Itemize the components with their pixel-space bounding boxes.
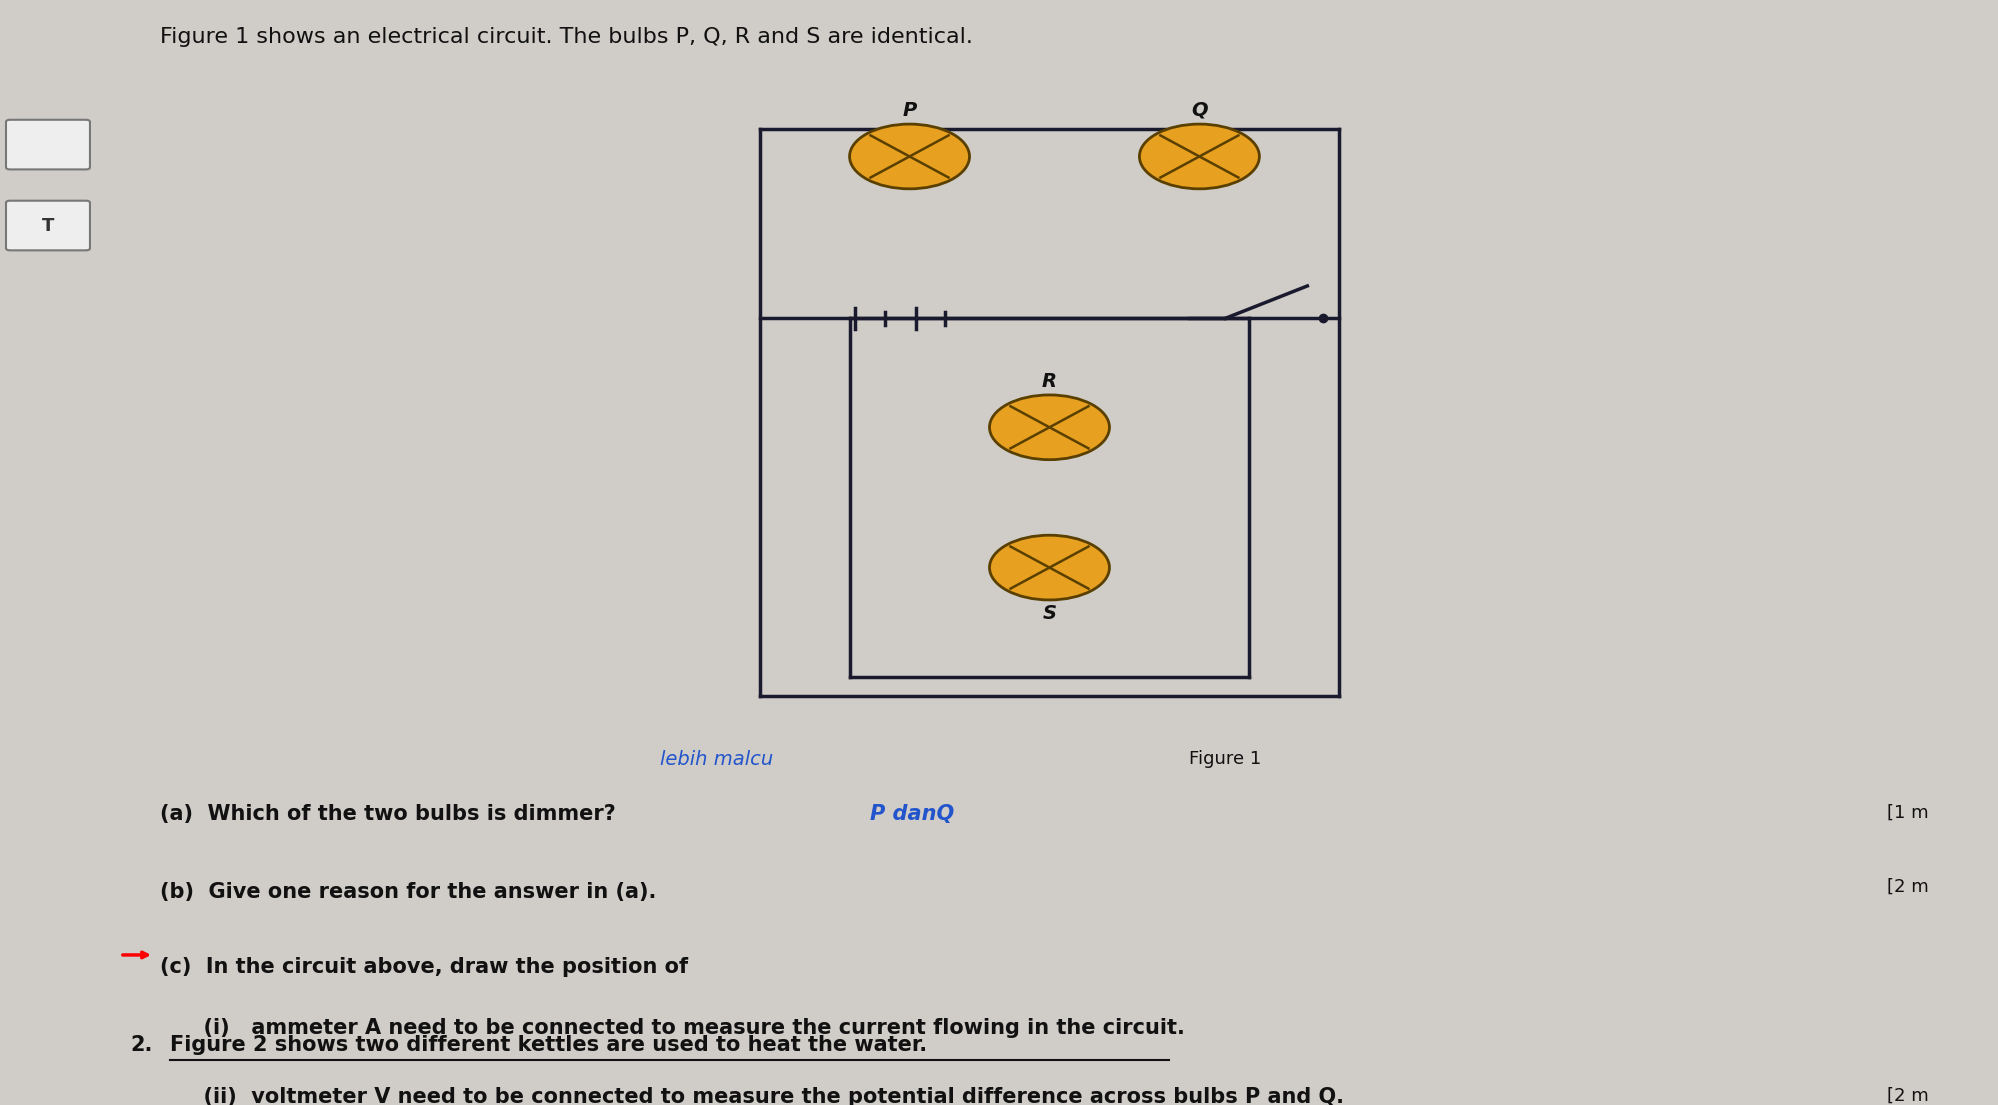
FancyBboxPatch shape	[6, 119, 90, 169]
Text: (ii)  voltmeter V need to be connected to measure the potential difference acros: (ii) voltmeter V need to be connected to…	[160, 1086, 1343, 1105]
Text: T: T	[42, 217, 54, 234]
Circle shape	[1139, 124, 1259, 189]
FancyBboxPatch shape	[6, 201, 90, 251]
Text: 2.: 2.	[130, 1035, 152, 1055]
Text: (i)   ammeter A need to be connected to measure the current flowing in the circu: (i) ammeter A need to be connected to me…	[160, 1018, 1185, 1038]
Text: P: P	[901, 101, 917, 119]
Text: Q: Q	[1191, 101, 1207, 119]
Text: (b)  Give one reason for the answer in (a).: (b) Give one reason for the answer in (a…	[160, 882, 655, 902]
Text: lebih malcu: lebih malcu	[659, 750, 773, 769]
Text: Figure 1: Figure 1	[1189, 750, 1261, 768]
Text: [2 m: [2 m	[1886, 1086, 1928, 1105]
Circle shape	[989, 394, 1109, 460]
Circle shape	[989, 535, 1109, 600]
Text: P danQ: P danQ	[869, 804, 953, 824]
Text: (c)  In the circuit above, draw the position of: (c) In the circuit above, draw the posit…	[160, 957, 687, 977]
Text: Figure 2 shows two different kettles are used to heat the water.: Figure 2 shows two different kettles are…	[170, 1035, 927, 1055]
Text: [1 m: [1 m	[1886, 804, 1928, 822]
Text: [2 m: [2 m	[1886, 877, 1928, 895]
Text: S: S	[1041, 604, 1057, 623]
Text: (a)  Which of the two bulbs is dimmer?: (a) Which of the two bulbs is dimmer?	[160, 804, 615, 824]
Text: R: R	[1041, 371, 1057, 390]
Text: Figure 1 shows an electrical circuit. The bulbs P, Q, R and S are identical.: Figure 1 shows an electrical circuit. Th…	[160, 27, 973, 48]
Circle shape	[849, 124, 969, 189]
